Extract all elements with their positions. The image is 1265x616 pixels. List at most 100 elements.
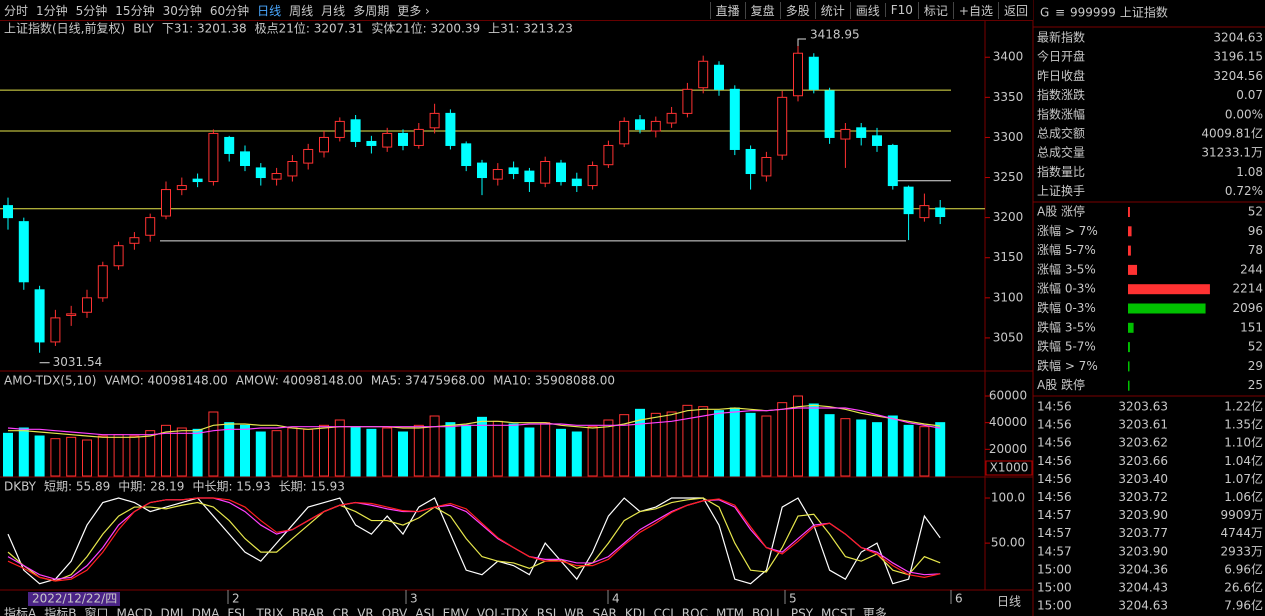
toolbar-button[interactable]: 标记 xyxy=(917,1,953,19)
toolbar-button[interactable]: +自选 xyxy=(952,1,998,19)
panel-header: 短期: 55.89 xyxy=(44,480,110,494)
indicator-tab[interactable]: DMI xyxy=(160,607,183,616)
breadth-label: A股 涨停 xyxy=(1037,204,1085,219)
indicator-tab[interactable]: 更多 xyxy=(863,607,887,616)
panel-header: 实体21位: 3200.39 xyxy=(371,21,480,36)
indicator-tab[interactable]: TRIX xyxy=(255,607,283,616)
indicator-tab[interactable]: KDJ xyxy=(625,607,646,616)
volume-bar xyxy=(919,426,930,477)
indicator-line xyxy=(7,497,941,582)
trade-time: 14:57 xyxy=(1037,544,1072,558)
candle-body xyxy=(350,119,361,142)
indicator-tab[interactable]: VOL-TDX xyxy=(477,607,529,616)
toolbar-button[interactable]: 5分钟 xyxy=(75,3,108,18)
low-label: 3031.54 xyxy=(53,355,103,369)
trade-price: 3203.90 xyxy=(1118,544,1168,558)
volume-bar xyxy=(745,412,756,477)
indicator-tab[interactable]: MCST xyxy=(821,607,855,616)
breadth-label: 涨幅 3-5% xyxy=(1037,261,1096,276)
toolbar-button[interactable]: 30分钟 xyxy=(162,3,202,18)
y-tick-label: 40000 xyxy=(989,415,1027,429)
y-tick-label: 3400 xyxy=(993,50,1024,64)
indicator-tab[interactable]: MACD xyxy=(116,607,152,616)
toolbar-button[interactable]: 多股 xyxy=(779,1,815,19)
indicator-tab[interactable]: PSY xyxy=(791,607,814,616)
breadth-bar xyxy=(1128,303,1206,314)
indicator-tab[interactable]: BRAR xyxy=(292,607,325,616)
candle-body xyxy=(729,88,740,150)
breadth-value: 2096 xyxy=(1232,301,1263,315)
toolbar-button[interactable]: 月线 xyxy=(321,3,346,18)
indicator-tab[interactable]: CR xyxy=(332,607,349,616)
indicator-tab[interactable]: 指标A xyxy=(4,606,37,616)
indicator-tab[interactable]: CCI xyxy=(654,607,674,616)
badge: G xyxy=(1040,6,1049,20)
candle-body xyxy=(287,160,298,177)
breadth-bar xyxy=(1128,264,1138,275)
breadth-value: 78 xyxy=(1248,243,1263,257)
toolbar-button[interactable]: 分时 xyxy=(4,3,29,18)
candle-body xyxy=(698,60,709,89)
indicator-tab[interactable]: ROC xyxy=(682,607,708,616)
volume-bar xyxy=(429,415,440,477)
candle-body xyxy=(208,132,219,183)
candle-body xyxy=(824,90,835,138)
toolbar-button[interactable]: 画线 xyxy=(849,1,885,19)
toolbar-button[interactable]: 多周期 xyxy=(353,3,390,18)
candle-body xyxy=(176,185,187,191)
name: 上证指数 xyxy=(1120,5,1168,20)
breadth-label: 跌幅 3-5% xyxy=(1037,319,1096,334)
candle-body xyxy=(666,112,677,124)
indicator-tab[interactable]: FSL xyxy=(227,607,248,616)
indicator-tab[interactable]: 窗口 xyxy=(84,607,108,616)
indicator-tab[interactable]: DMA xyxy=(192,607,221,616)
indicator-tab[interactable]: 指标B xyxy=(44,606,76,616)
indicator-tab[interactable]: WR xyxy=(564,607,584,616)
toolbar-button[interactable]: 直播 xyxy=(709,1,745,19)
candle-body xyxy=(761,156,772,177)
candle-body xyxy=(334,120,345,138)
breadth-value: 96 xyxy=(1248,224,1263,238)
toolbar-button[interactable]: 日线 xyxy=(257,3,282,18)
volume-bar xyxy=(445,422,456,477)
indicator-tab[interactable]: MTM xyxy=(716,607,744,616)
y-tick-label: 3100 xyxy=(993,290,1024,304)
stat-label: 上证换手 xyxy=(1037,184,1085,198)
trade-price: 3203.66 xyxy=(1118,454,1168,468)
panel-header: 下31: 3201.38 xyxy=(162,22,247,36)
y-tick-label: 3300 xyxy=(993,130,1024,144)
toolbar-button[interactable]: F10 xyxy=(884,3,918,17)
trade-time: 14:56 xyxy=(1037,400,1072,414)
indicator-tab[interactable]: ASI xyxy=(415,607,434,616)
volume-bar xyxy=(176,427,187,477)
stat-value: 3196.15 xyxy=(1213,50,1263,64)
indicator-tab[interactable]: RSI xyxy=(537,607,557,616)
indicator-tab[interactable]: EMV xyxy=(443,607,470,616)
breadth-label: 涨幅 0-3% xyxy=(1037,281,1096,296)
toolbar-button[interactable]: 返回 xyxy=(997,1,1033,19)
annotation-arrow xyxy=(797,38,806,47)
indicator-tab[interactable]: VR xyxy=(357,607,374,616)
indicator-tab[interactable]: BOLL xyxy=(752,607,783,616)
toolbar-button[interactable]: 统计 xyxy=(814,1,850,19)
toolbar-button[interactable]: 更多 › xyxy=(397,3,430,18)
panel-header: 上31: 3213.23 xyxy=(488,22,573,36)
toolbar-button[interactable]: 周线 xyxy=(289,3,314,18)
volume-bar xyxy=(66,436,77,477)
candle-body xyxy=(872,135,882,146)
toolbar-button[interactable]: 15分钟 xyxy=(115,3,155,18)
indicator-tab[interactable]: SAR xyxy=(592,607,616,616)
candle-body xyxy=(18,221,29,283)
volume-bar xyxy=(461,424,472,477)
candle-body xyxy=(113,245,124,267)
candle-body xyxy=(540,160,551,184)
y-tick-label: 20000 xyxy=(989,442,1027,456)
toolbar-button[interactable]: 复盘 xyxy=(744,1,780,19)
indicator-tab[interactable]: OBV xyxy=(382,607,408,616)
toolbar-button[interactable]: 1分钟 xyxy=(36,3,68,18)
breadth-bar xyxy=(1128,207,1130,217)
breadth-value: 52 xyxy=(1248,205,1263,219)
y-tick-label: 3250 xyxy=(993,170,1024,184)
toolbar-button[interactable]: 60分钟 xyxy=(209,3,250,18)
breadth-value: 29 xyxy=(1248,359,1263,373)
